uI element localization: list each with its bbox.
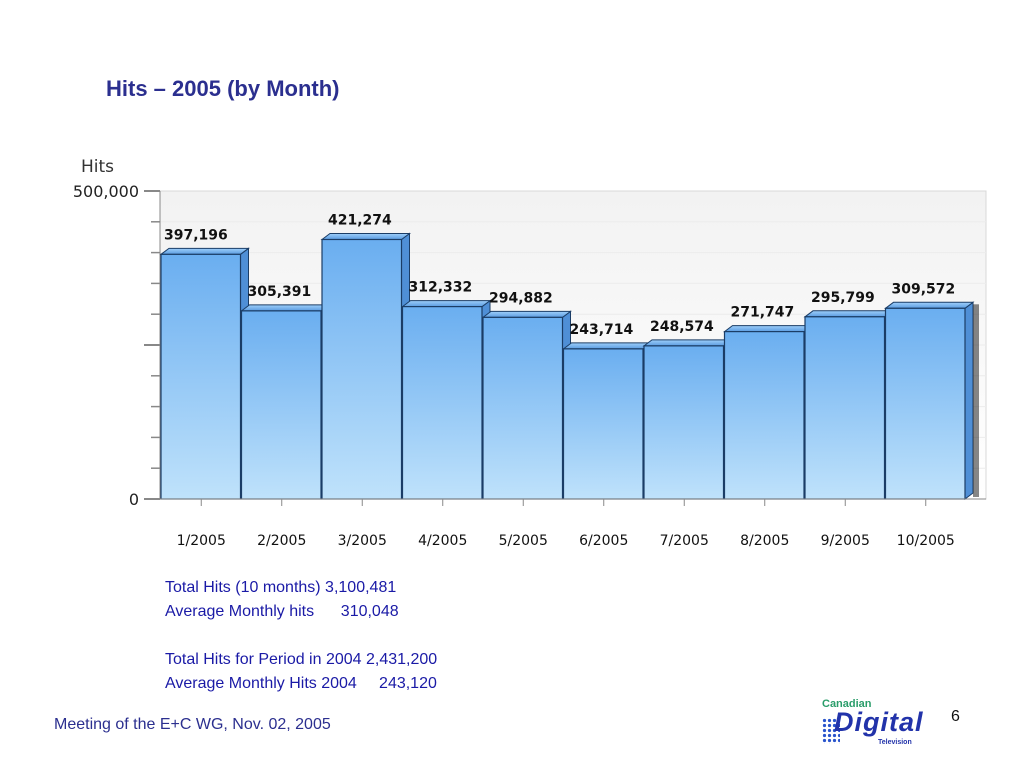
y-axis-title: Hits — [81, 157, 114, 177]
x-tick-label: 2/2005 — [257, 533, 306, 549]
bar-side — [240, 247, 249, 312]
bar-side — [401, 232, 410, 308]
x-tick-label: 8/2005 — [740, 533, 789, 549]
bar-side — [964, 301, 974, 500]
data-label: 271,747 — [731, 305, 795, 321]
data-label: 243,714 — [570, 322, 634, 338]
average-monthly-hits-2004: Average Monthly Hits 2004 243,120 — [165, 675, 437, 692]
logo-sub-text: Television — [878, 739, 912, 746]
data-label: 397,196 — [164, 227, 228, 243]
x-tick-label: 5/2005 — [499, 533, 548, 549]
bar-front — [884, 307, 966, 500]
bar-top — [240, 304, 331, 312]
bar-top — [320, 232, 411, 240]
bar-top — [401, 300, 492, 308]
canadian-digital-television-logo: Canadian Digital Television — [820, 698, 936, 750]
bar-top — [803, 310, 894, 318]
bar — [159, 247, 250, 500]
slide-title: Hits – 2005 (by Month) — [106, 76, 340, 101]
total-hits-2004: Total Hits for Period in 2004 2,431,200 — [165, 651, 438, 668]
bar — [642, 339, 733, 500]
data-label: 309,572 — [892, 281, 956, 297]
bar-top — [481, 310, 572, 318]
bar-top — [159, 247, 250, 255]
bar-front — [643, 345, 725, 500]
page-number: 6 — [951, 708, 960, 725]
y-tick-label: 500,000 — [73, 182, 139, 201]
data-label: 305,391 — [248, 284, 312, 300]
bar — [481, 310, 572, 500]
logo-top-text: Canadian — [822, 698, 872, 710]
bar — [884, 301, 979, 500]
x-tick-label: 9/2005 — [821, 533, 870, 549]
x-tick-label: 6/2005 — [579, 533, 628, 549]
bar — [562, 342, 653, 500]
bar-top — [723, 325, 814, 333]
bar — [240, 304, 331, 500]
average-monthly-hits: Average Monthly hits 310,048 — [165, 603, 399, 620]
bar-top — [642, 339, 733, 347]
bar-top — [562, 342, 653, 350]
x-tick-label: 1/2005 — [177, 533, 226, 549]
logo-dots-icon — [822, 718, 840, 744]
bar — [320, 232, 411, 500]
bar-front — [401, 306, 483, 500]
logo-main-text: Digital — [834, 707, 924, 737]
summary-stats: Total Hits (10 months) 3,100,481 Average… — [165, 576, 437, 696]
x-tick-label: 7/2005 — [660, 533, 709, 549]
bar-front — [562, 348, 644, 500]
x-tick-label: 10/2005 — [897, 533, 955, 549]
bar-top — [884, 301, 975, 309]
x-tick-label: 3/2005 — [338, 533, 387, 549]
footer-text: Meeting of the E+C WG, Nov. 02, 2005 — [54, 716, 331, 733]
bar-front — [240, 310, 322, 500]
bar-front — [321, 238, 403, 500]
bar-front — [804, 316, 886, 500]
y-tick-label: 0 — [129, 490, 139, 509]
data-label: 248,574 — [650, 319, 714, 335]
data-label: 312,332 — [409, 280, 473, 296]
data-label: 421,274 — [328, 212, 392, 228]
bar — [723, 325, 814, 500]
bar — [401, 299, 492, 500]
data-label: 295,799 — [811, 290, 875, 306]
x-tick-label: 4/2005 — [418, 533, 467, 549]
bar-shadow — [973, 304, 979, 497]
bar-chart: Hits 500,000 0 397,196 305,391 421,274 312,33… — [73, 157, 987, 549]
data-label: 294,882 — [489, 290, 553, 306]
bar — [803, 310, 894, 500]
bar-front — [482, 316, 564, 500]
bar-front — [160, 253, 242, 500]
total-hits-10-months: Total Hits (10 months) 3,100,481 — [165, 579, 397, 596]
bar-front — [723, 331, 805, 500]
